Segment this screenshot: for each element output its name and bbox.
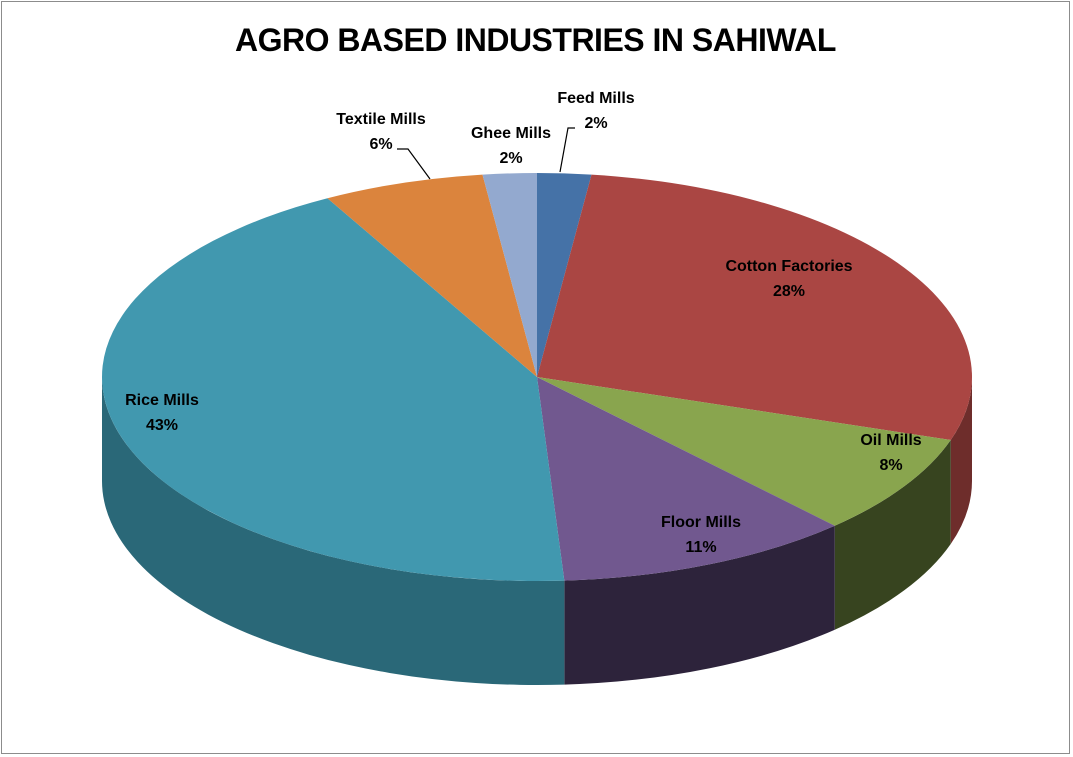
pie-slice-rice-mills xyxy=(101,198,565,581)
pie-slice-ghee-mills xyxy=(482,173,537,377)
slice-percent-floor-mills: 11% xyxy=(685,539,716,556)
slice-percent-textile-mills: 6% xyxy=(369,136,392,153)
slice-name-cotton-factories: Cotton Factories xyxy=(725,258,852,275)
pie-side-cotton-factories xyxy=(950,377,972,545)
slice-percent-oil-mills: 8% xyxy=(879,457,902,474)
slice-name-rice-mills: Rice Mills xyxy=(125,392,199,409)
leader-line-textile-mills xyxy=(397,148,431,180)
pie-slice-textile-mills xyxy=(327,174,537,377)
pie-slice-floor-mills xyxy=(537,377,835,581)
pie-side-rice-mills xyxy=(102,377,565,686)
slice-percent-cotton-factories: 28% xyxy=(773,283,805,300)
slice-name-floor-mills: Floor Mills xyxy=(661,514,741,531)
pie-slice-feed-mills xyxy=(537,173,592,377)
slice-name-oil-mills: Oil Mills xyxy=(860,432,921,449)
slice-percent-rice-mills: 43% xyxy=(146,417,178,434)
pie-side-oil-mills xyxy=(834,440,951,630)
chart-title: AGRO BASED INDUSTRIES IN SAHIWAL xyxy=(235,22,836,58)
slice-name-feed-mills: Feed Mills xyxy=(557,90,634,107)
pie-side-floor-mills xyxy=(564,525,835,685)
pie-slice-oil-mills xyxy=(537,377,951,526)
slice-percent-feed-mills: 2% xyxy=(584,115,607,132)
slice-name-ghee-mills: Ghee Mills xyxy=(471,125,551,142)
leader-line-feed-mills xyxy=(559,127,575,173)
slice-name-textile-mills: Textile Mills xyxy=(336,111,426,128)
pie-slice-cotton-factories xyxy=(537,174,972,441)
slice-percent-ghee-mills: 2% xyxy=(499,150,522,167)
